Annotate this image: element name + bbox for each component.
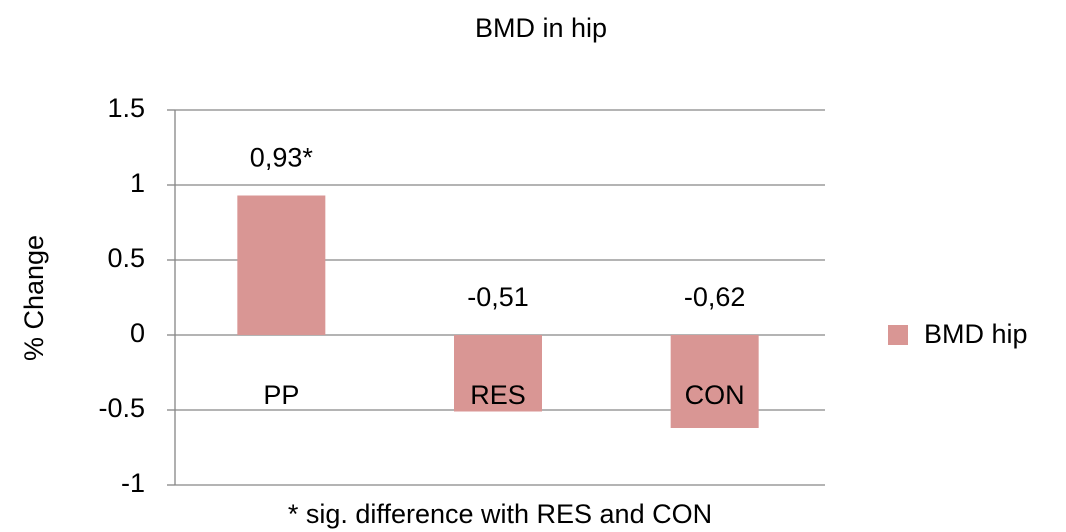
y-axis-label: % Change (19, 235, 49, 361)
y-tick-label: -0.5 (98, 393, 145, 423)
chart-title: BMD in hip (475, 13, 607, 43)
legend-label: BMD hip (924, 319, 1028, 349)
data-label: -0,51 (467, 282, 529, 312)
x-tick-label: RES (470, 380, 526, 410)
legend-swatch (888, 325, 908, 345)
x-tick-label: CON (685, 380, 745, 410)
data-label: -0,62 (684, 282, 746, 312)
bar (454, 335, 542, 412)
y-tick-label: 0 (130, 318, 145, 348)
bar (237, 195, 326, 335)
y-tick-label: 1.5 (107, 93, 145, 123)
data-label: 0,93* (250, 143, 314, 173)
y-tick-label: 0.5 (107, 243, 145, 273)
y-tick-label: 1 (130, 168, 145, 198)
x-tick-label: PP (263, 380, 299, 410)
annotation: * sig. difference with RES and CON (288, 499, 712, 529)
y-tick-label: -1 (121, 468, 145, 498)
bar (670, 335, 759, 428)
